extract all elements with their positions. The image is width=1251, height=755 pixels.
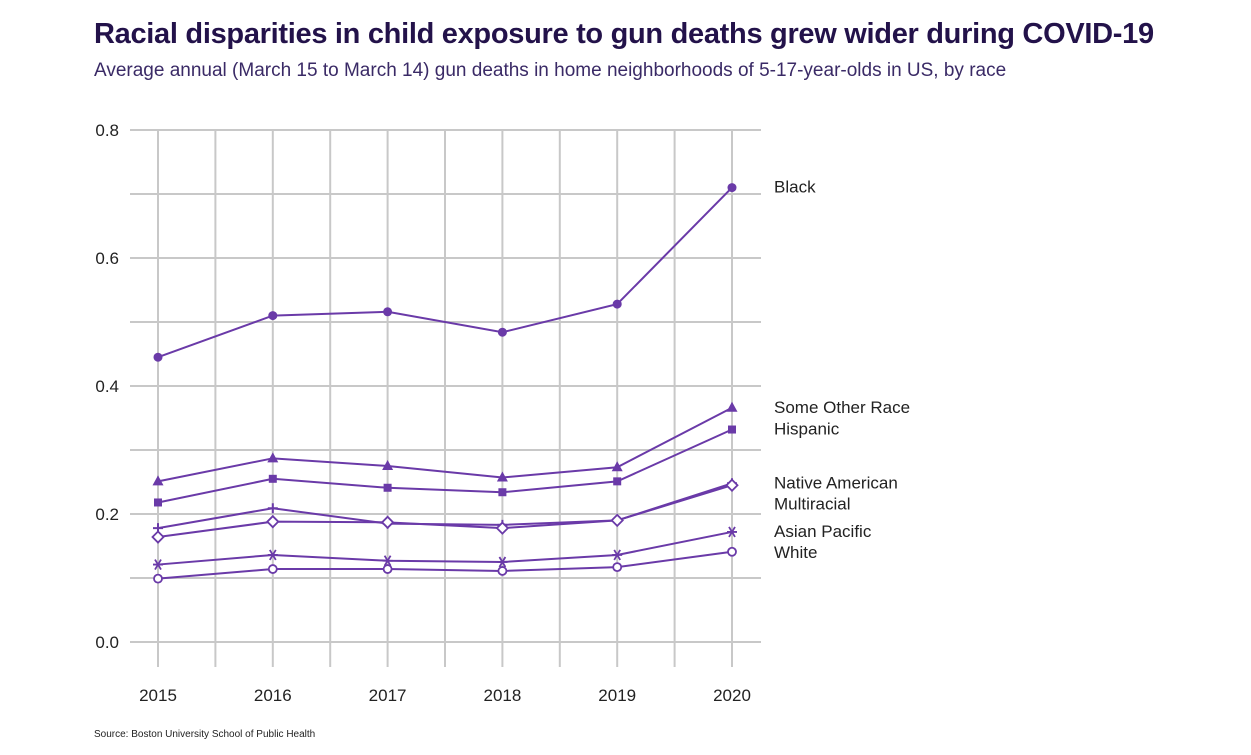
x-tick-label: 2018	[483, 686, 521, 705]
y-tick-label: 0.2	[95, 505, 119, 524]
series-asian-pacific	[153, 526, 737, 571]
series-black-point	[727, 183, 737, 193]
series-white-point	[497, 566, 508, 576]
series-black-line	[157, 186, 733, 359]
grid	[130, 129, 761, 667]
x-tick-label: 2017	[369, 686, 407, 705]
series-label-multiracial: Multiracial	[774, 494, 851, 513]
series-multiracial-point	[725, 478, 739, 492]
series-label-black: Black	[774, 178, 816, 197]
series-some-other-race-point	[726, 401, 738, 412]
series-multiracial-point	[266, 514, 280, 529]
series-some-other-race-point	[152, 475, 164, 486]
series-hispanic-point	[613, 477, 622, 486]
series-hispanic-point	[498, 488, 507, 497]
series-white-point	[153, 573, 163, 584]
x-axis-ticks: 2015 2016 2017 2018 2019 2020	[139, 686, 751, 705]
series-multiracial-point	[380, 515, 395, 530]
series-black-point	[268, 311, 278, 321]
chart-subtitle: Average annual (March 15 to March 14) gu…	[94, 60, 1007, 81]
series-label-some-other-race: Some Other Race	[774, 398, 910, 417]
x-tick-label: 2016	[254, 686, 292, 705]
y-tick-label: 0.0	[95, 633, 119, 652]
series-label-hispanic: Hispanic	[774, 420, 840, 439]
series-asian-pacific-point	[153, 559, 163, 571]
series-black-point	[612, 299, 622, 309]
x-tick-label: 2020	[713, 686, 751, 705]
series-label-native-american: Native American	[774, 473, 898, 492]
series-black-point	[497, 327, 507, 337]
series-white-point	[382, 564, 393, 574]
series-multiracial-point	[610, 513, 624, 528]
series-some-other-race	[152, 401, 738, 486]
series-multiracial-point	[495, 521, 510, 535]
series-multiracial-line	[157, 484, 733, 539]
y-axis-ticks: 0.0 0.2 0.4 0.6 0.8	[95, 121, 119, 652]
series-hispanic-point	[154, 498, 162, 507]
series-white-point	[267, 564, 278, 574]
y-tick-label: 0.8	[95, 121, 119, 140]
series-some-other-race-point	[382, 460, 394, 470]
series-black-point	[153, 352, 163, 362]
series-asian-pacific-line	[157, 530, 733, 566]
series-some-other-race-line	[157, 406, 733, 483]
series-asian-pacific-point	[497, 556, 508, 568]
series-asian-pacific-point	[727, 526, 737, 538]
x-tick-label: 2015	[139, 686, 177, 705]
chart-title: Racial disparities in child exposure to …	[94, 18, 1154, 50]
series-hispanic-point	[268, 474, 277, 483]
series-hispanic-line	[157, 428, 733, 504]
series-multiracial	[151, 478, 739, 544]
series-labels: Black Some Other Race Hispanic Native Ameri…	[774, 178, 910, 562]
source-note: Source: Boston University School of Publ…	[94, 729, 316, 740]
series-white-point	[727, 546, 737, 557]
series-hispanic-point	[728, 425, 736, 434]
y-tick-label: 0.4	[95, 377, 119, 396]
series-white-line	[157, 550, 733, 580]
series-asian-pacific-point	[612, 549, 623, 561]
y-tick-label: 0.6	[95, 249, 119, 268]
x-tick-label: 2019	[598, 686, 636, 705]
series-white	[153, 546, 737, 584]
series-hispanic	[154, 425, 736, 507]
series-asian-pacific-point	[382, 555, 393, 567]
series-some-other-race-point	[496, 471, 508, 482]
series	[151, 183, 739, 584]
series-native-american-point	[267, 503, 278, 514]
series-multiracial-point	[151, 530, 165, 544]
series-label-asian-pacific: Asian Pacific	[774, 522, 872, 541]
series-black	[153, 183, 737, 362]
series-label-white: White	[774, 543, 817, 562]
series-white-point	[612, 562, 623, 573]
series-some-other-race-point	[267, 452, 279, 463]
series-hispanic-point	[383, 483, 392, 492]
series-black-point	[383, 307, 393, 317]
series-some-other-race-point	[611, 461, 623, 472]
series-asian-pacific-point	[267, 549, 278, 561]
